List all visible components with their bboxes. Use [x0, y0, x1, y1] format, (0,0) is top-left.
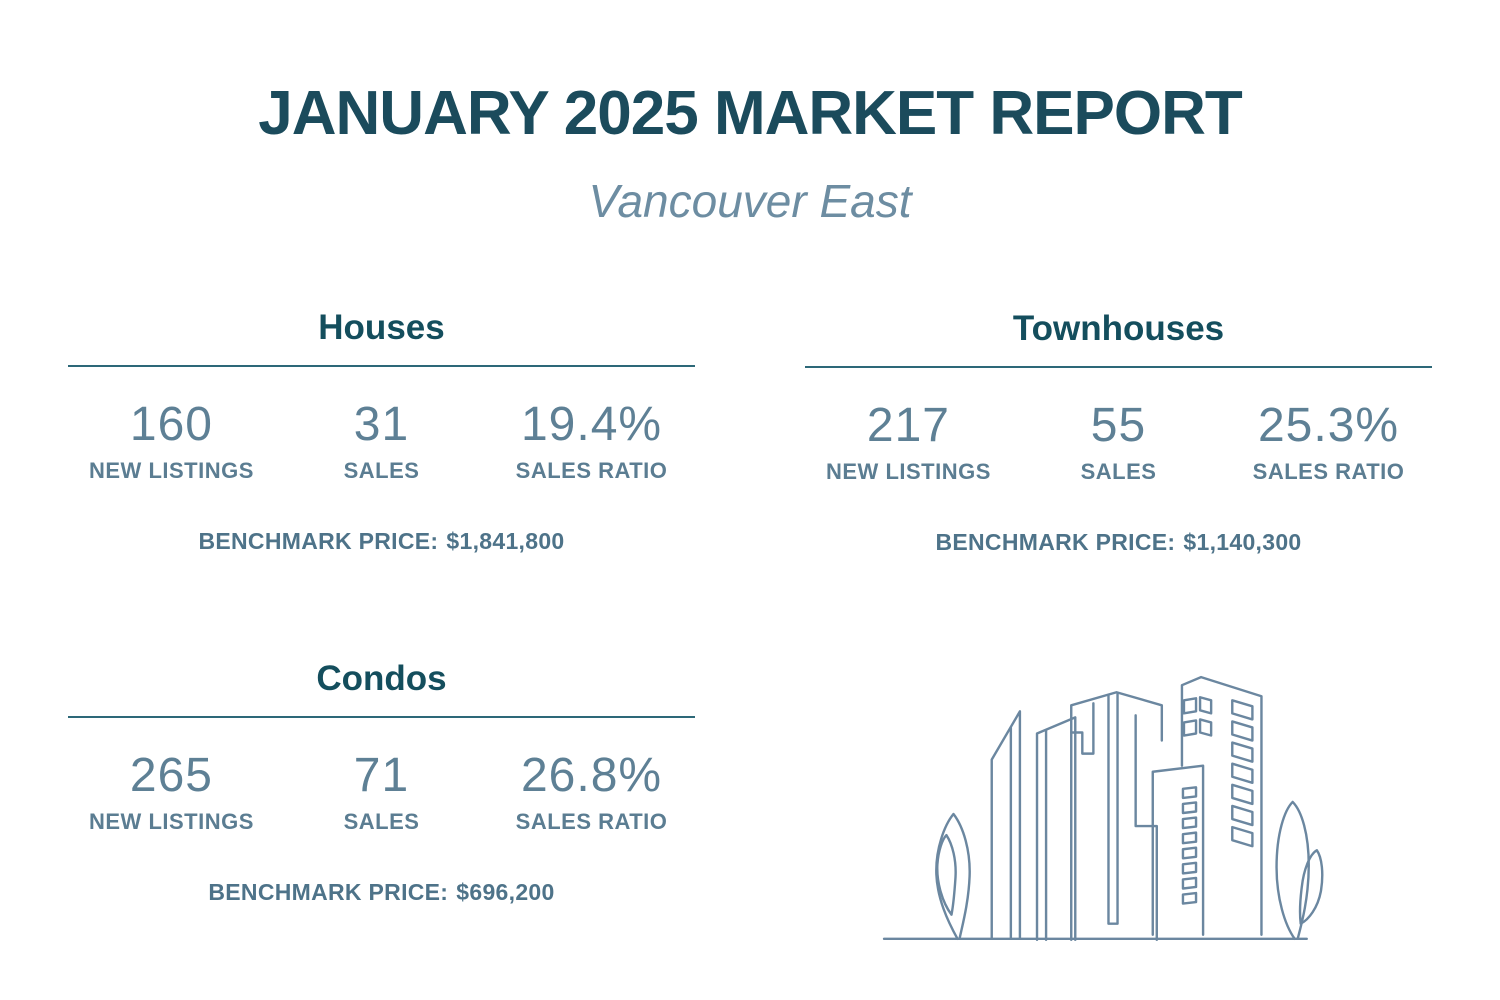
benchmark-label: BENCHMARK PRICE: [208, 879, 449, 905]
stat-value: 26.8% [520, 749, 663, 802]
stat-sales-ratio: 25.3% SALES RATIO [1225, 400, 1432, 485]
benchmark-price: BENCHMARK PRICE: $1,841,800 [68, 528, 695, 555]
stat-label: SALES RATIO [515, 458, 668, 483]
tower-building-icon [990, 710, 1022, 941]
section-title: Houses [68, 308, 695, 367]
stat-value: 160 [129, 398, 213, 451]
stat-sales-ratio: 19.4% SALES RATIO [488, 399, 695, 484]
benchmark-value: $1,841,800 [446, 528, 565, 554]
stat-label: NEW LISTINGS [826, 459, 991, 484]
section-houses: Houses 160 NEW LISTINGS 31 SALES 19.4% S… [68, 308, 695, 555]
stat-value: 71 [353, 749, 410, 802]
section-condos: Condos 265 NEW LISTINGS 71 SALES 26.8% S… [68, 659, 695, 906]
stat-label: SALES [343, 458, 420, 483]
benchmark-label: BENCHMARK PRICE: [198, 528, 439, 554]
benchmark-value: $1,140,300 [1183, 529, 1302, 555]
stat-value: 265 [129, 749, 213, 802]
stat-label: SALES RATIO [515, 809, 668, 834]
page-subtitle: Vancouver East [588, 175, 912, 227]
window-tower-icon [1180, 675, 1263, 936]
stat-value: 31 [353, 398, 410, 451]
stat-new-listings: 265 NEW LISTINGS [68, 750, 275, 835]
section-title: Condos [68, 659, 695, 718]
slab-building-icon [1035, 716, 1077, 942]
city-skyline-illustration [878, 668, 1346, 956]
benchmark-value: $696,200 [456, 879, 555, 905]
left-tree-icon [935, 812, 971, 941]
stat-sales: 55 SALES [1012, 400, 1225, 485]
stats-row: 265 NEW LISTINGS 71 SALES 26.8% SALES RA… [68, 750, 695, 835]
benchmark-price: BENCHMARK PRICE: $696,200 [68, 879, 695, 906]
section-title: Townhouses [805, 309, 1432, 368]
stat-label: SALES [1080, 459, 1157, 484]
stats-row: 160 NEW LISTINGS 31 SALES 19.4% SALES RA… [68, 399, 695, 484]
right-tree-icon [1275, 800, 1324, 941]
benchmark-label: BENCHMARK PRICE: [935, 529, 1176, 555]
stat-new-listings: 217 NEW LISTINGS [805, 400, 1012, 485]
stat-value: 25.3% [1257, 399, 1400, 452]
stat-label: SALES RATIO [1252, 459, 1405, 484]
stat-new-listings: 160 NEW LISTINGS [68, 399, 275, 484]
stat-sales: 71 SALES [275, 750, 488, 835]
stat-sales: 31 SALES [275, 399, 488, 484]
stat-label: NEW LISTINGS [89, 809, 254, 834]
benchmark-price: BENCHMARK PRICE: $1,140,300 [805, 529, 1432, 556]
stat-label: NEW LISTINGS [89, 458, 254, 483]
center-building-icon [1070, 691, 1164, 942]
section-townhouses: Townhouses 217 NEW LISTINGS 55 SALES 25.… [805, 309, 1432, 556]
stat-value: 55 [1090, 399, 1147, 452]
front-building-icon [1151, 764, 1205, 936]
stat-label: SALES [343, 809, 420, 834]
stat-value: 19.4% [520, 398, 663, 451]
city-skyline-icon [882, 675, 1324, 942]
stat-sales-ratio: 26.8% SALES RATIO [488, 750, 695, 835]
stats-row: 217 NEW LISTINGS 55 SALES 25.3% SALES RA… [805, 400, 1432, 485]
page-title: JANUARY 2025 MARKET REPORT [258, 79, 1242, 148]
stat-value: 217 [866, 399, 950, 452]
